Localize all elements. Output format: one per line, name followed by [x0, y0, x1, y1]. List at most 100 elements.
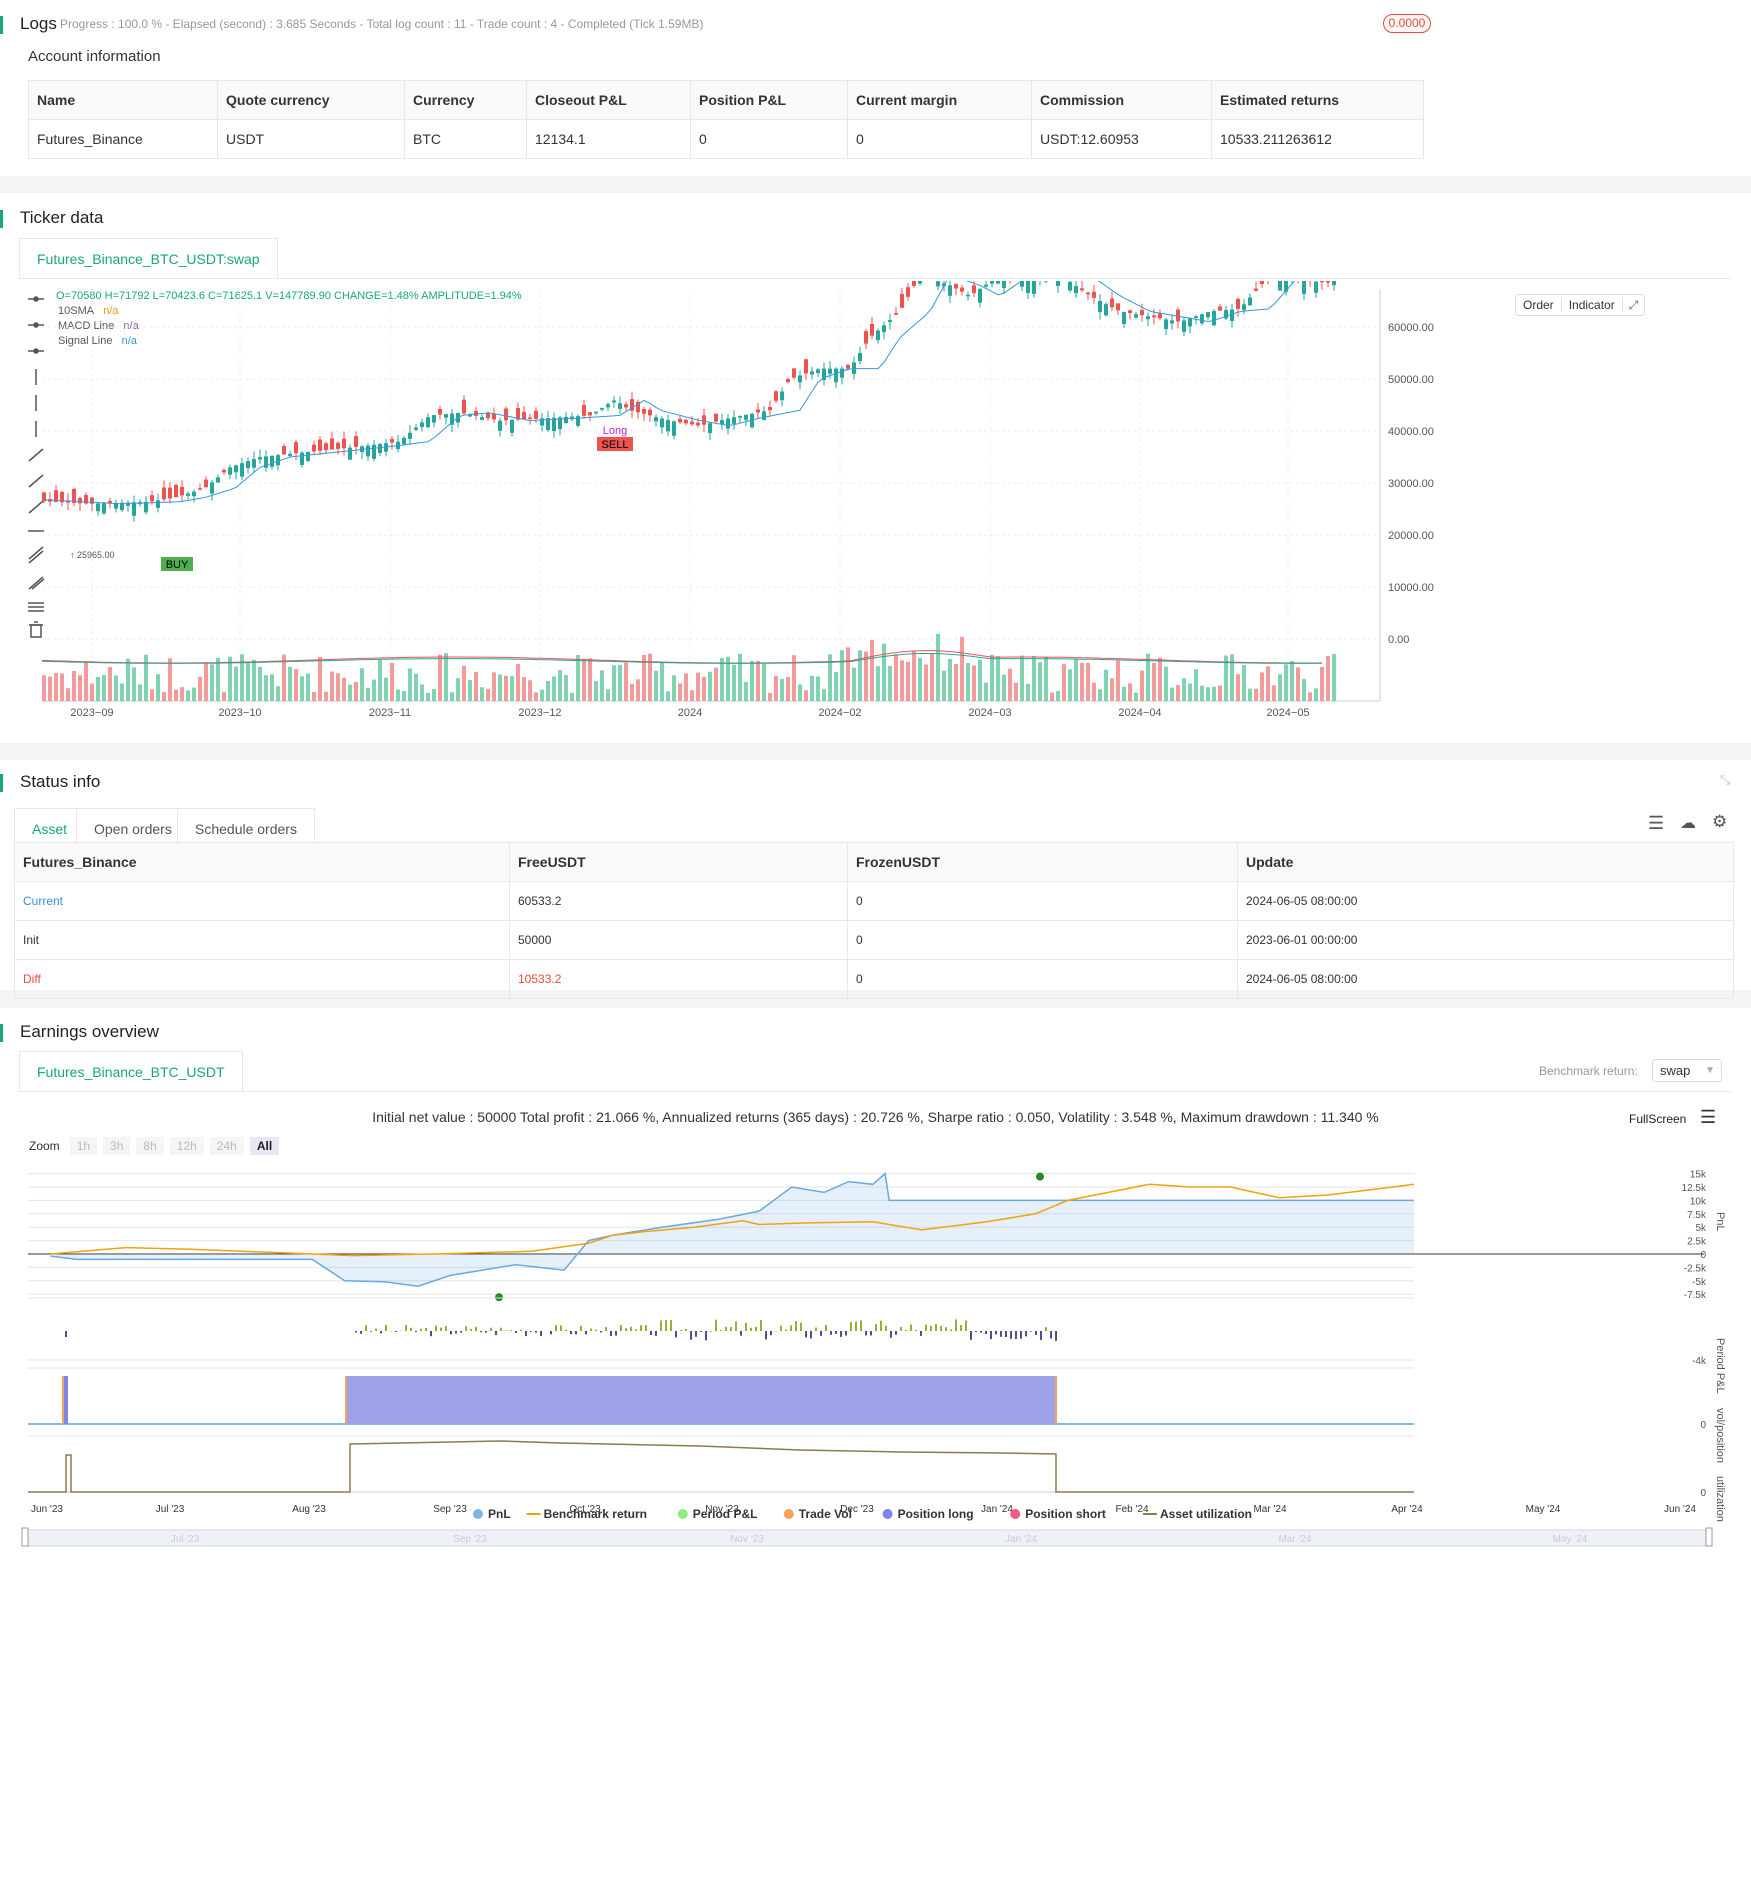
tab-open-orders[interactable]: Open orders: [76, 808, 190, 848]
tab-schedule-orders[interactable]: Schedule orders: [177, 808, 315, 848]
volume-bar: [960, 636, 964, 701]
volume-bar: [1320, 666, 1324, 701]
volume-bar: [726, 656, 730, 701]
candle-body: [408, 432, 412, 439]
indicator-button[interactable]: Indicator: [1562, 298, 1623, 312]
fullscreen-button[interactable]: FullScreen: [1629, 1112, 1687, 1126]
candle-body: [504, 408, 508, 421]
pnl-tick-label: -2.5k: [1684, 1263, 1707, 1274]
period-bar: [950, 1329, 952, 1331]
candle-body: [222, 469, 226, 473]
volume-bar: [708, 671, 712, 701]
candlestick-chart[interactable]: 80000.0070000.0060000.0050000.0040000.00…: [30, 281, 1730, 741]
tab-ticker-symbol[interactable]: Futures_Binance_BTC_USDT:swap: [19, 238, 278, 278]
volume-bar: [480, 687, 484, 701]
menu-icon[interactable]: ☰: [1700, 1107, 1717, 1127]
period-bar: [830, 1331, 832, 1335]
candle-body: [1230, 309, 1234, 322]
chart-button-group: Order Indicator ⤢: [1515, 294, 1646, 316]
period-bar: [655, 1331, 657, 1336]
candle-body: [1086, 292, 1090, 295]
period-bar: [865, 1331, 867, 1336]
candle-body: [318, 439, 322, 451]
period-bar: [970, 1331, 972, 1340]
volume-bar: [552, 676, 556, 701]
candle-body: [468, 414, 472, 417]
buy-label: BUY: [166, 559, 189, 571]
volume-bar: [300, 676, 304, 701]
candle-body: [72, 488, 76, 503]
list-icon[interactable]: ☰: [1648, 813, 1665, 833]
legend-label: Asset utilization: [1160, 1507, 1252, 1521]
tab-earnings-symbol[interactable]: Futures_Binance_BTC_USDT: [19, 1051, 243, 1091]
volume-bar: [576, 655, 580, 701]
collapse-icon[interactable]: ⤡: [1720, 772, 1731, 787]
candle-body: [1218, 306, 1222, 311]
volume-bar: [1248, 688, 1252, 701]
candle-body: [864, 331, 868, 344]
zoom-8h[interactable]: 8h: [136, 1137, 164, 1155]
order-button[interactable]: Order: [1516, 298, 1562, 312]
zoom-12h[interactable]: 12h: [169, 1137, 204, 1155]
volume-bar: [114, 675, 118, 701]
long-label: Long: [603, 425, 627, 437]
volume-bar: [342, 677, 346, 701]
period-bar: [855, 1321, 857, 1331]
cloud-download-icon[interactable]: ☁: [1680, 815, 1696, 832]
volume-bar: [1032, 655, 1036, 701]
period-bar: [385, 1324, 387, 1331]
candle-body: [144, 501, 148, 513]
candle-body: [642, 409, 646, 414]
navigator-tick-label: Mar '24: [1278, 1534, 1311, 1545]
period-bar: [1010, 1331, 1012, 1339]
volume-bar: [846, 647, 850, 701]
legend-value: n/a: [123, 320, 139, 332]
benchmark-select[interactable]: swap ▼: [1652, 1059, 1722, 1082]
zoom-24h[interactable]: 24h: [209, 1137, 244, 1155]
candle-body: [1098, 301, 1102, 313]
period-bar: [955, 1319, 957, 1331]
volume-bar: [1200, 685, 1204, 701]
volume-bar: [600, 670, 604, 701]
expand-icon[interactable]: ⤢: [1628, 297, 1639, 312]
period-bar: [835, 1331, 837, 1334]
settings-icon[interactable]: ⚙: [1712, 812, 1728, 831]
navigator-handle-right: [1705, 1527, 1713, 1547]
candle-body: [342, 438, 346, 449]
volume-bar: [90, 683, 94, 701]
logs-badge[interactable]: 0.0000: [1383, 14, 1431, 33]
period-bar: [450, 1331, 452, 1335]
earnings-chart[interactable]: 15k 12.5k 10k 7.5k 5k 2.5k 0 -2.5k -5k -7.5k PnL Pe…: [0, 1158, 1751, 1878]
pnl-tick-label: 0: [1700, 1250, 1706, 1261]
candle-body: [126, 502, 130, 506]
period-bar: [670, 1319, 672, 1331]
volume-bar: [150, 689, 154, 701]
period-bar: [1045, 1327, 1047, 1331]
zoom-3h[interactable]: 3h: [103, 1137, 131, 1155]
volume-bar: [234, 666, 238, 701]
account-header: Estimated returns: [1211, 80, 1424, 120]
candle-body: [528, 417, 532, 420]
volume-bar: [930, 653, 934, 701]
row-label-current[interactable]: Current: [14, 881, 510, 921]
volume-bar: [390, 662, 394, 701]
zoom-1h[interactable]: 1h: [69, 1137, 98, 1155]
period-bar: [595, 1329, 597, 1331]
account-cell: 10533.211263612: [1211, 119, 1424, 159]
drawing-tools-icons[interactable]: [22, 291, 50, 651]
period-bar: [895, 1331, 897, 1335]
period-bar: [905, 1330, 907, 1331]
axis-title: utilization: [1714, 1476, 1726, 1522]
tab-asset[interactable]: Asset: [14, 808, 86, 848]
volume-bar: [72, 670, 76, 701]
period-bar: [685, 1328, 687, 1331]
candle-body: [564, 416, 568, 424]
candle-body: [840, 368, 844, 378]
asset-header: Futures_Binance: [14, 842, 510, 882]
zoom-all[interactable]: All: [249, 1137, 280, 1155]
price-tick-label: 20000.00: [1388, 530, 1434, 542]
position-long-area: [346, 1376, 1056, 1424]
earnings-panel: Earnings overview Futures_Binance_BTC_US…: [0, 1008, 1751, 1889]
period-bar: [535, 1331, 537, 1333]
period-bar: [675, 1331, 677, 1338]
